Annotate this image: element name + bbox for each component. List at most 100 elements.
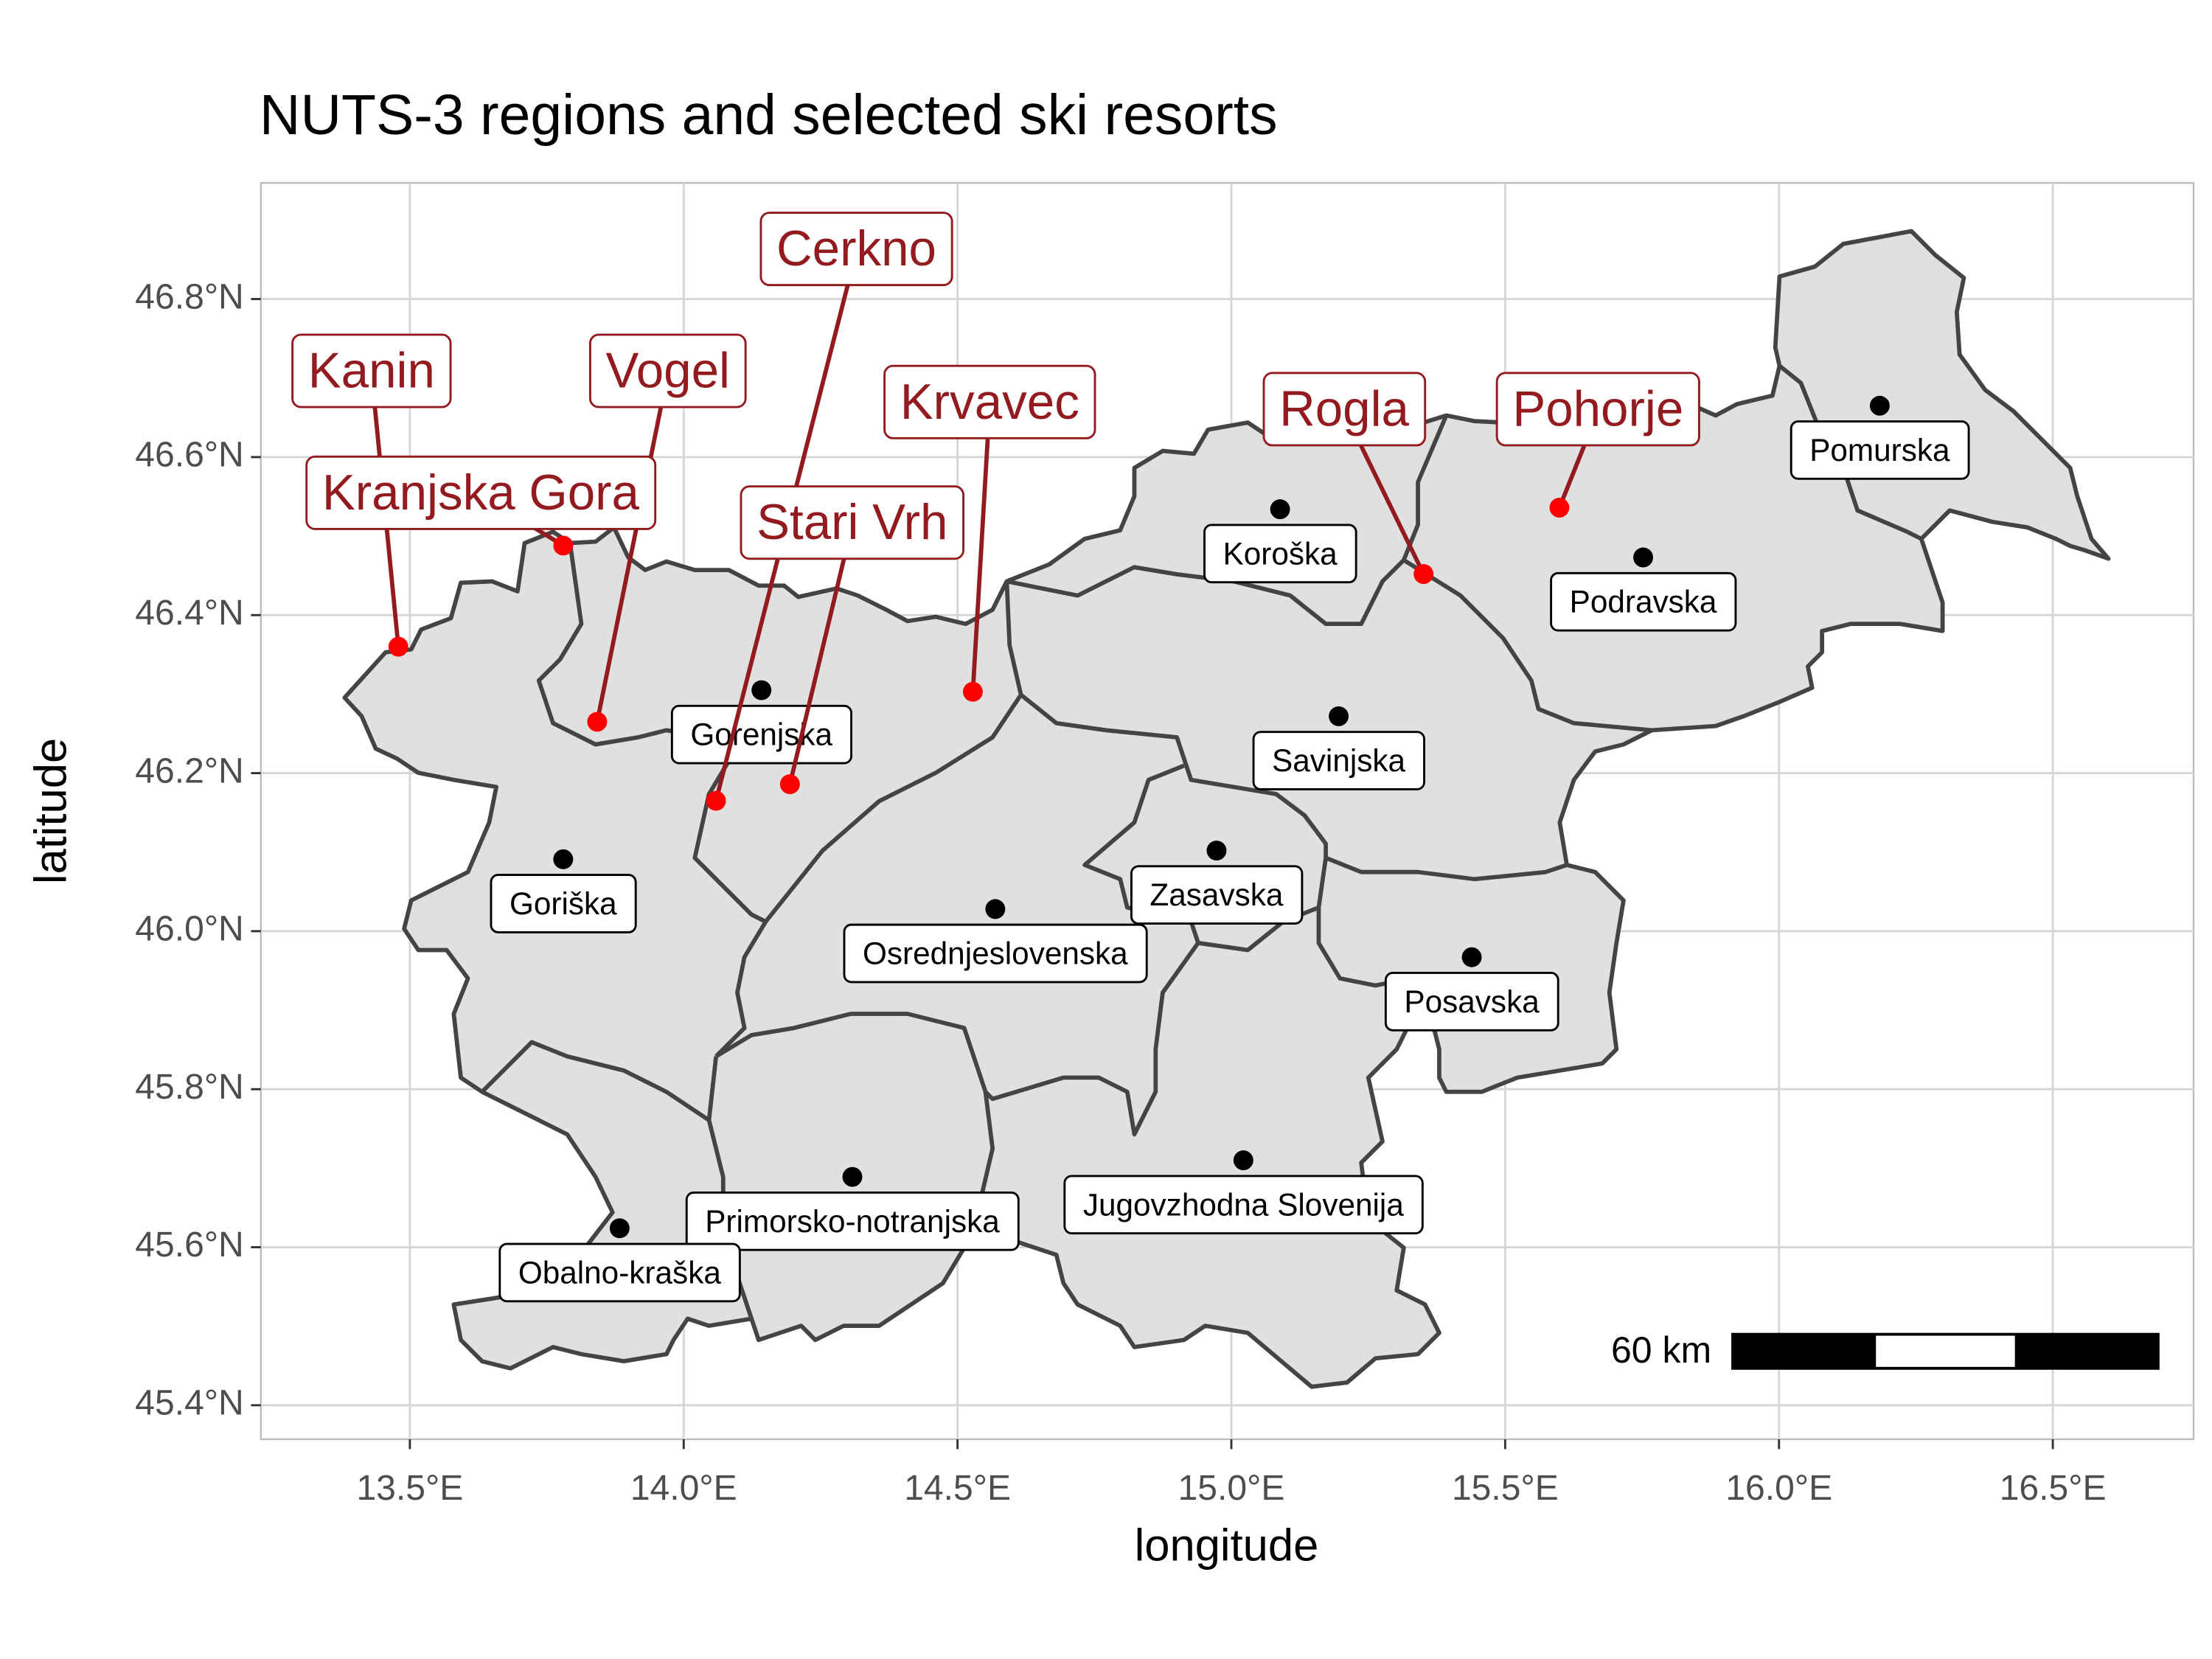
- label-box: [588, 333, 747, 408]
- resort-label-text: Kanin: [308, 343, 435, 398]
- region-point: [985, 899, 1006, 919]
- y-tick-label: 46.8°N: [135, 276, 243, 316]
- region-label-text: Obalno-kraška: [518, 1255, 722, 1290]
- resort-label: Rogla: [1262, 372, 1427, 447]
- region-point: [1633, 547, 1654, 568]
- label-box: [1550, 571, 1737, 632]
- border: [1402, 558, 1652, 733]
- scale-bar-segment: [1876, 1335, 2015, 1367]
- x-tick-label: 15.5°E: [1452, 1468, 1559, 1508]
- label-box: [685, 1191, 1020, 1251]
- region-point: [1270, 499, 1290, 520]
- y-axis-title: latitude: [25, 738, 76, 884]
- label-box: [490, 874, 637, 933]
- resort-point: [388, 636, 408, 657]
- border: [1019, 693, 1328, 858]
- label-box: [843, 923, 1148, 984]
- region-point: [751, 680, 772, 700]
- label-box: [1262, 372, 1427, 447]
- resort-point: [587, 712, 608, 732]
- resort-label: Vogel: [588, 333, 747, 408]
- region-label-text: Savinjska: [1272, 743, 1405, 778]
- x-tick-label: 15.0°E: [1178, 1468, 1285, 1508]
- y-tick-label: 46.2°N: [135, 751, 243, 790]
- resort-label: Stari Vrh: [740, 485, 965, 560]
- border: [1325, 855, 1568, 882]
- region-label: Gorenjska: [670, 704, 853, 765]
- label-box: [305, 455, 657, 530]
- x-tick-label: 16.0°E: [1725, 1468, 1832, 1508]
- resort-label: Kranjska Gora: [305, 455, 657, 530]
- region-point: [1233, 1150, 1253, 1171]
- label-box: [1130, 865, 1304, 925]
- region-point: [553, 849, 574, 869]
- resort-point: [553, 535, 574, 556]
- border: [1006, 558, 1405, 627]
- region-label-text: Osrednjeslovenska: [863, 936, 1128, 971]
- region-label-text: Koroška: [1223, 536, 1338, 571]
- y-tick-label: 45.6°N: [135, 1225, 243, 1265]
- label-box: [1063, 1175, 1424, 1235]
- region-label-text: Primorsko-notranjska: [705, 1204, 1000, 1239]
- region-label: Primorsko-notranjska: [685, 1191, 1020, 1251]
- x-tick-label: 14.0°E: [630, 1468, 737, 1508]
- border: [714, 1012, 988, 1093]
- border: [764, 581, 1023, 923]
- resort-point: [1413, 564, 1434, 584]
- y-tick-label: 46.6°N: [135, 435, 243, 475]
- y-tick-label: 45.8°N: [135, 1067, 243, 1107]
- resort-label-text: Vogel: [606, 343, 730, 398]
- scale-bar-label: 60 km: [1611, 1329, 1711, 1371]
- x-tick-label: 13.5°E: [356, 1468, 463, 1508]
- region-label: Jugovzhodna Slovenija: [1063, 1175, 1424, 1235]
- border: [1402, 414, 1449, 561]
- region-label: Posavska: [1384, 972, 1559, 1032]
- resort-point: [962, 681, 983, 702]
- region-point: [842, 1166, 863, 1187]
- leader-line: [595, 372, 670, 723]
- label-box: [1384, 972, 1559, 1032]
- border: [984, 942, 1200, 1137]
- region-point: [1869, 395, 1890, 416]
- region-point: [609, 1218, 630, 1239]
- region-label-text: Zasavska: [1150, 877, 1283, 912]
- region-label-text: Posavska: [1404, 984, 1540, 1019]
- y-tick-label: 46.4°N: [135, 593, 243, 633]
- resort-point: [779, 774, 800, 795]
- scale-bar: 60 km: [1611, 1329, 2160, 1371]
- label-box: [759, 212, 953, 287]
- resort-label-text: Pohorje: [1512, 381, 1683, 437]
- resort-label-text: Rogla: [1279, 381, 1409, 437]
- resort-label: Kanin: [291, 333, 452, 408]
- y-tick-label: 45.4°N: [135, 1383, 243, 1423]
- region-label: Podravska: [1550, 571, 1737, 632]
- label-box: [1203, 524, 1357, 584]
- label-box: [1495, 372, 1700, 447]
- region-point: [1461, 947, 1482, 967]
- region-label: Osrednjeslovenska: [843, 923, 1148, 984]
- leader-line: [970, 403, 992, 692]
- region-label-text: Gorenjska: [690, 717, 832, 752]
- country-outline: [342, 229, 2111, 1389]
- resort-label-text: Stari Vrh: [757, 495, 947, 550]
- resort-label: Pohorje: [1495, 372, 1700, 447]
- border: [714, 920, 768, 1058]
- label-box: [291, 333, 452, 408]
- label-box: [1790, 420, 1970, 480]
- region-label-text: Jugovzhodna Slovenija: [1083, 1187, 1405, 1222]
- resort-label-text: Kranjska Gora: [322, 465, 640, 521]
- resort-label-text: Krvavec: [900, 375, 1079, 430]
- region-label: Goriška: [490, 874, 637, 933]
- marks: Pomurska Koroška Podravska Gorenjska Savinjs…: [291, 212, 1970, 1303]
- region-label: Zasavska: [1130, 865, 1304, 925]
- border: [536, 543, 767, 924]
- region-label: Savinjska: [1252, 731, 1425, 790]
- region-point: [1329, 706, 1349, 726]
- region-label: Koroška: [1203, 524, 1357, 584]
- label-box: [498, 1242, 741, 1303]
- x-tick-label: 16.5°E: [2000, 1468, 2107, 1508]
- region-label-text: Pomurska: [1809, 433, 1950, 467]
- x-axis-title: longitude: [1135, 1520, 1319, 1571]
- region-label-text: Goriška: [509, 886, 617, 921]
